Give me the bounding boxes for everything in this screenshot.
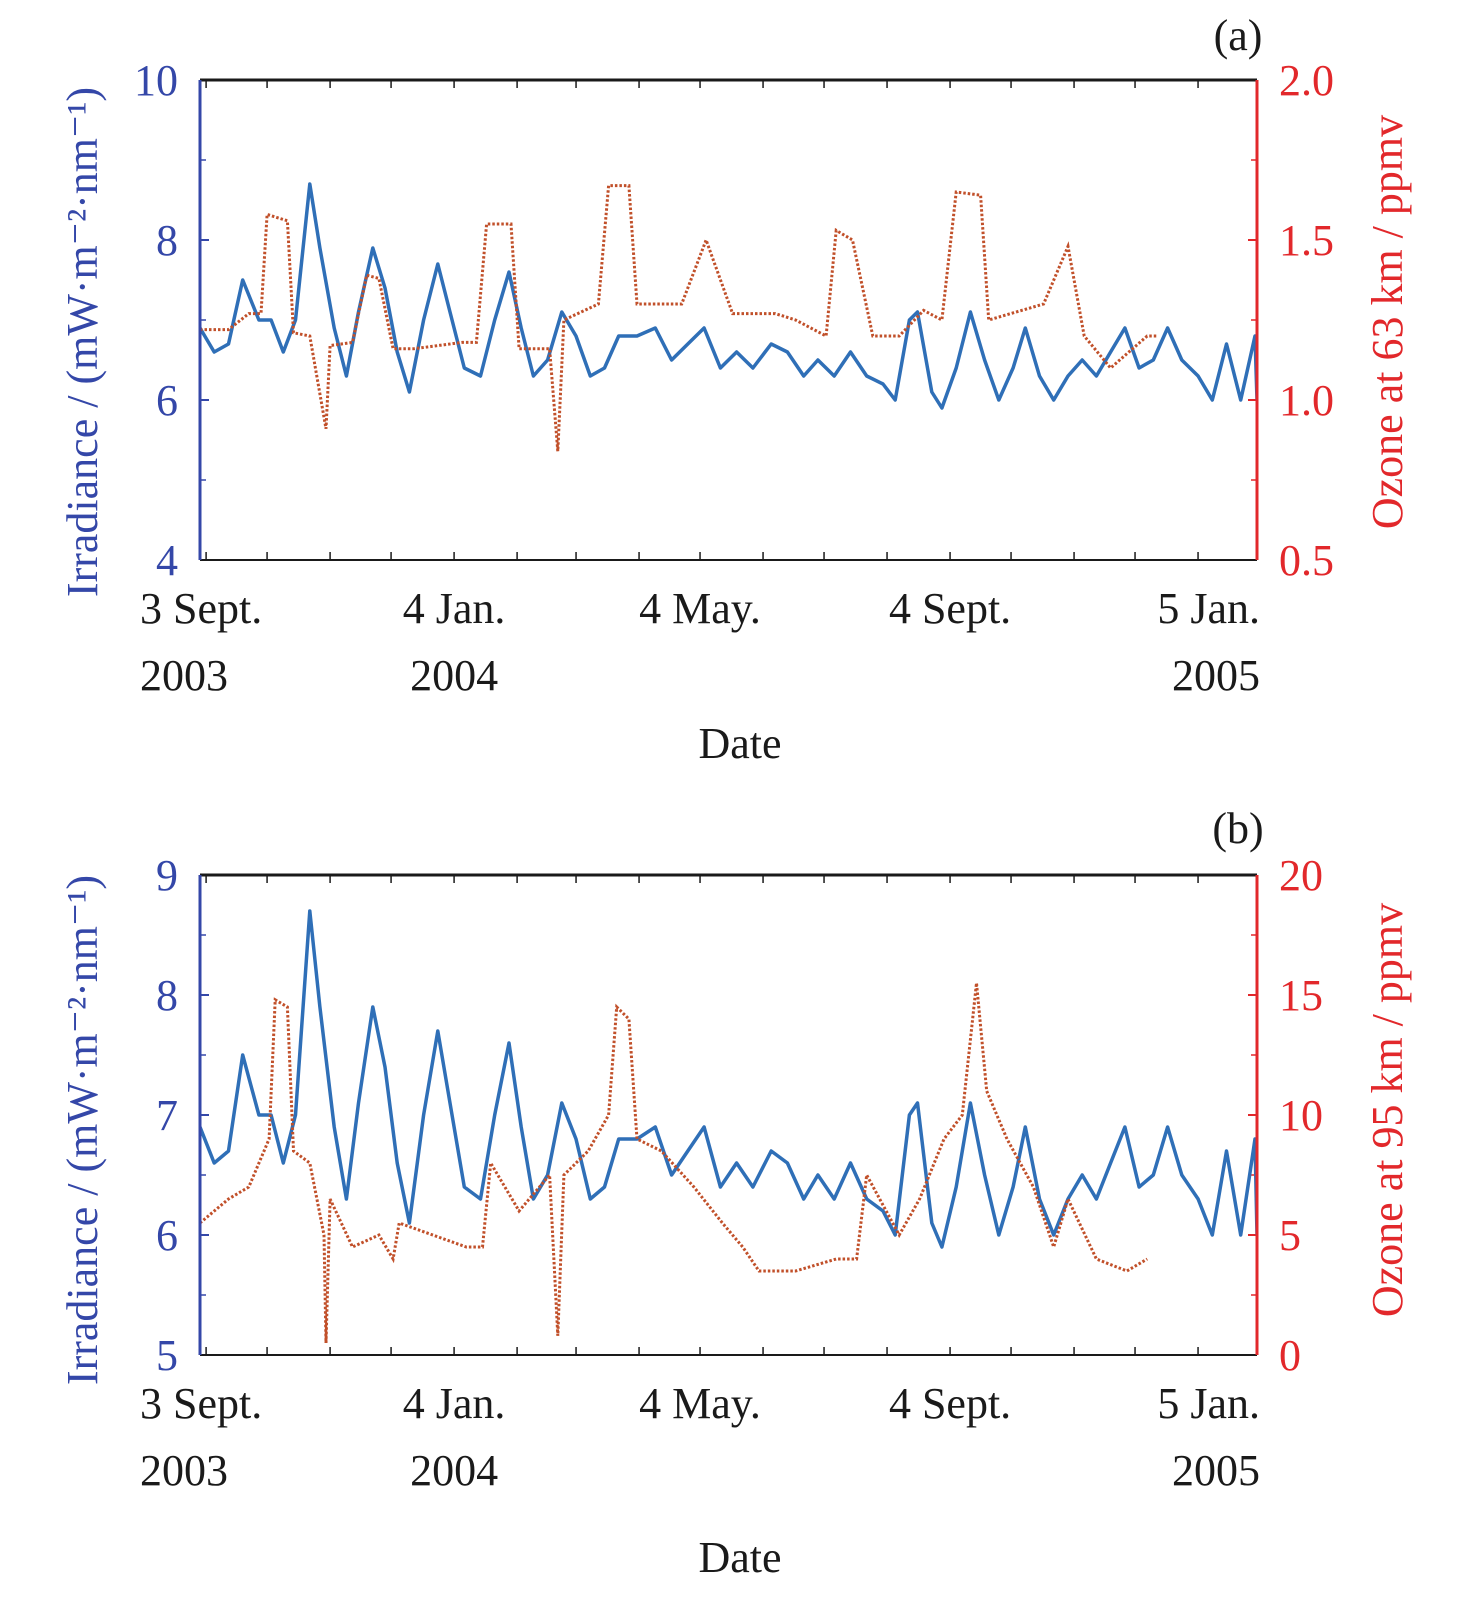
x-tick-label: 3 Sept. xyxy=(140,1379,262,1428)
y-tick-label-left: 10 xyxy=(134,56,178,105)
y-tick-label-right: 15 xyxy=(1279,971,1323,1020)
y-tick-label-right: 1.0 xyxy=(1279,376,1334,425)
y-axis-title-left: Irradiance / (mW·m⁻²·nm⁻¹) xyxy=(58,87,107,597)
x-tick-label-year: 2004 xyxy=(410,651,498,700)
y-axis-title-left: Irradiance / (mW·m⁻²·nm⁻¹) xyxy=(58,875,107,1385)
x-ticks: 3 Sept. 2003 4 Jan. 2004 4 May. 4 Sept. 5 Jan.… xyxy=(140,875,1260,1495)
y-tick-label-left: 8 xyxy=(156,971,178,1020)
panel-a: (a) Irradiance / (mW·m⁻²·nm⁻¹) Ozone at … xyxy=(58,11,1412,768)
ozone-series-line xyxy=(200,982,1148,1344)
plot-area xyxy=(200,909,1257,1344)
ozone-series-line xyxy=(200,184,1158,452)
x-tick-label-year: 2005 xyxy=(1172,1446,1260,1495)
y-tick-label-right: 0 xyxy=(1279,1331,1301,1380)
axes-frame xyxy=(198,873,1259,1356)
x-tick-label: 4 Sept. xyxy=(889,1379,1011,1428)
y-ticks-right: 0 5 10 15 20 xyxy=(1248,851,1323,1380)
x-tick-label-year: 2005 xyxy=(1172,651,1260,700)
y-tick-label-left: 9 xyxy=(156,851,178,900)
y-tick-label-left: 8 xyxy=(156,216,178,265)
x-axis-title: Date xyxy=(698,719,781,768)
x-tick-label: 5 Jan. xyxy=(1157,1379,1260,1428)
y-tick-label-left: 7 xyxy=(156,1091,178,1140)
x-tick-label: 5 Jan. xyxy=(1157,584,1260,633)
y-tick-label-right: 10 xyxy=(1279,1091,1323,1140)
x-tick-label: 4 May. xyxy=(639,1379,761,1428)
y-tick-label-left: 6 xyxy=(156,1211,178,1260)
panel-b: (b) Irradiance / (mW·m⁻²·nm⁻¹) Ozone at … xyxy=(58,804,1412,1582)
irradiance-series-line xyxy=(200,909,1257,1249)
x-tick-label-year: 2004 xyxy=(410,1446,498,1495)
y-tick-label-right: 5 xyxy=(1279,1211,1301,1260)
y-ticks-left: 5 6 7 8 9 xyxy=(156,851,209,1380)
x-tick-label: 3 Sept. xyxy=(140,584,262,633)
y-tick-label-right: 1.5 xyxy=(1279,216,1334,265)
y-axis-title-right: Ozone at 63 km / ppmv xyxy=(1363,115,1412,529)
y-tick-label-right: 2.0 xyxy=(1279,56,1334,105)
y-tick-label-left: 6 xyxy=(156,376,178,425)
x-tick-label: 4 May. xyxy=(639,584,761,633)
y-ticks-left: 4 6 8 10 xyxy=(134,56,209,585)
y-tick-label-left: 4 xyxy=(156,536,178,585)
y-ticks-right: 0.5 1.0 1.5 2.0 xyxy=(1248,56,1334,585)
y-tick-label-left: 5 xyxy=(156,1331,178,1380)
irradiance-series-line xyxy=(200,182,1257,410)
x-tick-label-year: 2003 xyxy=(140,651,228,700)
x-tick-label: 4 Sept. xyxy=(889,584,1011,633)
x-tick-label: 4 Jan. xyxy=(403,584,506,633)
x-tick-label: 4 Jan. xyxy=(403,1379,506,1428)
y-axis-title-right: Ozone at 95 km / ppmv xyxy=(1363,903,1412,1317)
panel-label: (a) xyxy=(1214,11,1263,60)
x-tick-label-year: 2003 xyxy=(140,1446,228,1495)
y-tick-label-right: 20 xyxy=(1279,851,1323,900)
y-tick-label-right: 0.5 xyxy=(1279,536,1334,585)
plot-area xyxy=(200,182,1257,452)
x-ticks: 3 Sept. 2003 4 Jan. 2004 4 May. 4 Sept. 5 Jan.… xyxy=(140,80,1260,700)
panel-label: (b) xyxy=(1212,804,1263,853)
x-axis-title: Date xyxy=(698,1533,781,1582)
axes-frame xyxy=(198,78,1259,561)
